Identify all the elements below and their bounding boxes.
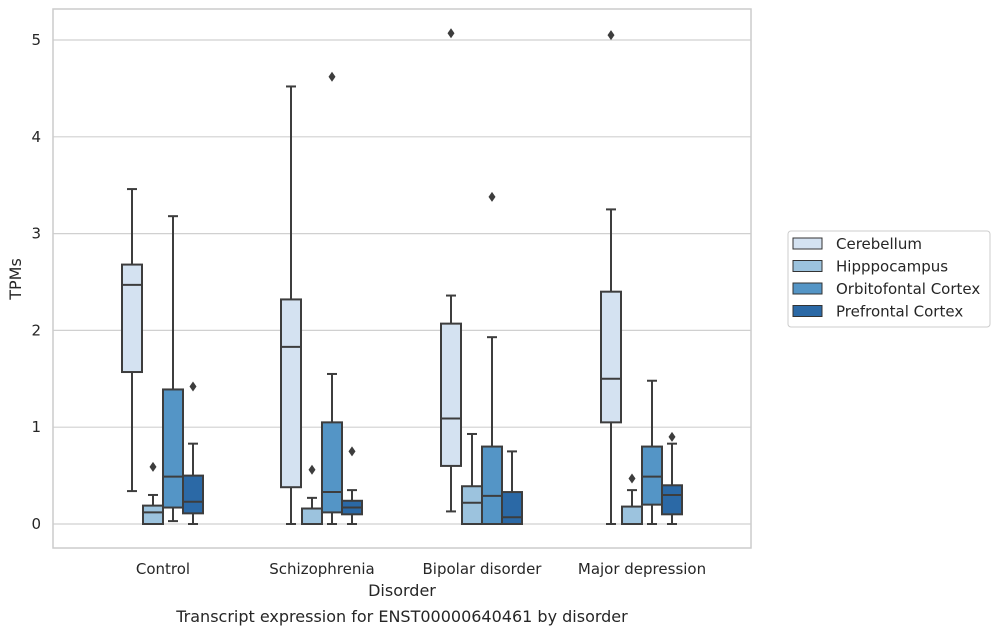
box-iqr [121, 263, 143, 374]
x-tick-label: Bipolar disorder [423, 560, 543, 578]
box-plots [121, 28, 683, 526]
legend-label: Cerebellum [836, 235, 922, 253]
y-tick-label: 1 [31, 418, 41, 436]
box-iqr [321, 421, 343, 514]
x-tick-label: Schizophrenia [269, 560, 374, 578]
box-hipppocampus [461, 432, 483, 525]
box-cerebellum [280, 85, 302, 525]
outlier-point [447, 28, 455, 39]
outlier-point [488, 191, 496, 202]
y-tick-label: 3 [31, 225, 41, 243]
legend-label: Prefrontal Cortex [836, 303, 963, 321]
y-tick-label: 0 [31, 515, 41, 533]
box-iqr [481, 445, 503, 525]
box-orbitofontal-cortex [162, 215, 184, 523]
legend-swatch [792, 305, 823, 317]
box-cerebellum [600, 30, 622, 525]
plot-area-frame [52, 8, 752, 549]
legend: Cerebellum Hipppocampus Orbitofontal Corte… [787, 230, 991, 328]
box-iqr [301, 507, 323, 525]
legend-frame [787, 230, 991, 328]
box-prefrontal-cortex [661, 431, 683, 525]
box-iqr [162, 388, 184, 509]
box-orbitofontal-cortex [481, 191, 503, 525]
legend-swatch [792, 282, 823, 295]
box-hipppocampus [142, 461, 164, 526]
box-orbitofontal-cortex [641, 379, 663, 525]
box-cerebellum [121, 188, 143, 493]
box-iqr [182, 474, 204, 515]
outlier-point [308, 464, 316, 475]
box-iqr [600, 290, 622, 424]
y-axis-label: TPMs [6, 258, 25, 301]
outlier-point [607, 30, 615, 41]
y-tick-label: 2 [31, 321, 41, 339]
legend-label: Hipppocampus [836, 258, 948, 276]
y-tick-label: 4 [31, 128, 41, 146]
box-iqr [142, 504, 164, 526]
box-cerebellum [440, 28, 462, 513]
chart-caption: Transcript expression for ENST0000064046… [175, 607, 628, 626]
box-hipppocampus [301, 464, 323, 525]
legend-swatch [792, 260, 823, 272]
box-iqr [440, 322, 462, 467]
box-prefrontal-cortex [501, 450, 523, 525]
x-tick-label: Control [136, 560, 190, 578]
x-axis-label: Disorder [368, 581, 436, 600]
box-prefrontal-cortex [182, 381, 204, 525]
box-iqr [621, 505, 643, 525]
x-axis-ticks: Control Schizophrenia Bipolar disorder Majo… [136, 560, 706, 578]
box-hipppocampus [621, 473, 643, 525]
legend-label: Orbitofontal Cortex [836, 280, 980, 298]
outlier-point [189, 381, 197, 392]
box-iqr [501, 491, 523, 525]
outlier-point [328, 71, 336, 82]
box-orbitofontal-cortex [321, 71, 343, 525]
outlier-point [149, 461, 157, 472]
box-iqr [280, 298, 302, 489]
outlier-point [668, 431, 676, 442]
y-tick-label: 5 [31, 31, 41, 49]
legend-swatch [792, 237, 823, 250]
outlier-point [628, 473, 636, 484]
x-tick-label: Major depression [578, 560, 706, 578]
outlier-point [348, 446, 356, 457]
box-iqr [461, 485, 483, 525]
box-iqr [661, 484, 683, 516]
y-axis-ticks: 0 1 2 3 4 5 [31, 31, 41, 533]
box-prefrontal-cortex [341, 446, 363, 525]
